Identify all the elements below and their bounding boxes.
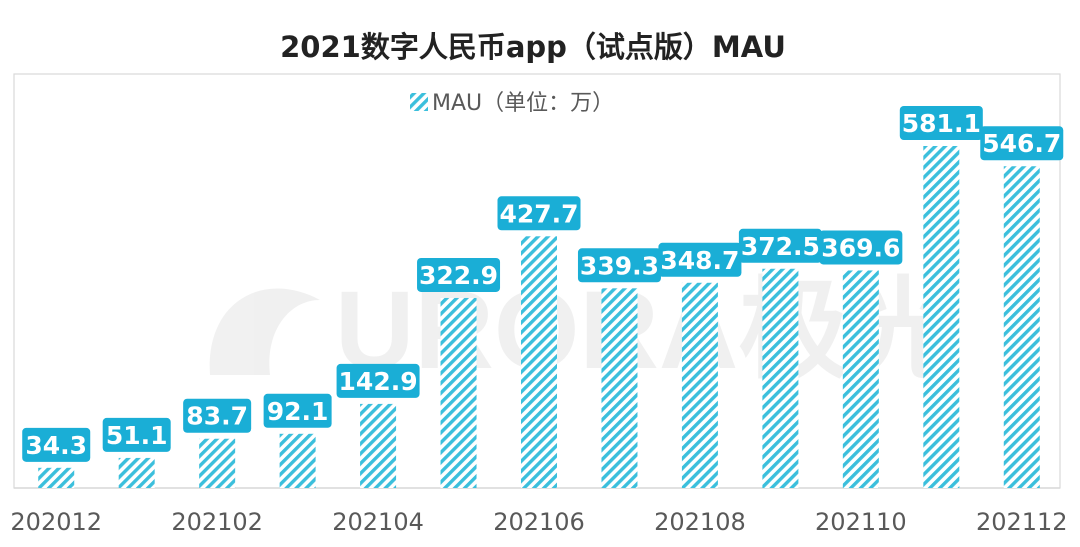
value-label-202112: 546.7 [980, 126, 1064, 161]
value-label-text: 546.7 [982, 129, 1061, 158]
bar-202107 [601, 288, 638, 488]
bars-group [38, 146, 1040, 489]
value-label-text: 339.3 [580, 251, 659, 280]
value-label-text: 322.9 [419, 261, 498, 290]
bar-202104 [360, 403, 397, 488]
value-label-text: 34.3 [25, 431, 87, 460]
x-tick-202112: 202112 [976, 508, 1068, 536]
value-label-202101: 51.1 [102, 417, 171, 452]
value-label-bg [102, 417, 171, 452]
x-tick-202106: 202106 [493, 508, 585, 536]
bar-202103 [279, 433, 316, 488]
bar-202111 [923, 146, 960, 488]
bar-202109 [762, 268, 799, 488]
value-label-bg [577, 248, 661, 283]
x-tick-202102: 202102 [171, 508, 263, 536]
bar-202105 [440, 297, 477, 488]
value-label-202108: 348.7 [658, 242, 742, 277]
value-label-202106: 427.7 [497, 196, 581, 231]
value-label-202104: 142.9 [336, 363, 420, 398]
value-label-202109: 372.5 [738, 228, 822, 263]
x-tick-labels-group: 202012 202102 202104 202106 202108 202110 2021… [10, 508, 1067, 536]
value-label-text: 83.7 [186, 402, 248, 431]
value-label-bg [658, 242, 742, 277]
x-tick-202012: 202012 [10, 508, 102, 536]
x-tick-202110: 202110 [815, 508, 907, 536]
value-label-bg [738, 228, 822, 263]
value-label-bg [263, 393, 332, 428]
legend-label: MAU（单位：万） [432, 91, 614, 116]
bar-202108 [681, 282, 718, 488]
value-label-202105: 322.9 [417, 257, 501, 292]
value-label-202107: 339.3 [577, 248, 661, 283]
x-tick-202104: 202104 [332, 508, 424, 536]
bar-202102 [199, 438, 236, 488]
bar-202101 [118, 457, 155, 488]
value-label-bg [819, 230, 903, 265]
bar-202012 [38, 467, 75, 488]
value-label-bg [980, 126, 1064, 161]
value-label-202111: 581.1 [899, 106, 983, 140]
value-label-text: 142.9 [339, 367, 418, 396]
value-label-bg [336, 363, 420, 398]
value-label-bg [417, 257, 501, 292]
value-label-202102: 83.7 [183, 398, 252, 433]
legend-swatch [410, 93, 428, 111]
value-label-text: 372.5 [741, 232, 820, 261]
value-label-202103: 92.1 [263, 393, 332, 428]
chart-title: 2021数字人民币app（试点版）MAU [280, 30, 786, 64]
value-label-202110: 369.6 [819, 230, 903, 265]
value-label-text: 427.7 [499, 199, 578, 228]
value-label-bg [22, 427, 91, 462]
x-tick-202108: 202108 [654, 508, 746, 536]
value-label-202012: 34.3 [22, 427, 91, 462]
bar-202112 [1003, 166, 1040, 489]
value-label-bg [183, 398, 252, 433]
value-label-text: 92.1 [267, 397, 329, 426]
bar-202110 [842, 270, 879, 488]
bar-202106 [521, 236, 557, 488]
value-label-text: 51.1 [106, 421, 168, 450]
value-label-bg [899, 106, 983, 140]
value-label-text: 348.7 [660, 246, 739, 275]
value-label-bg [497, 196, 581, 231]
legend: MAU（单位：万） [410, 91, 614, 116]
value-label-text: 581.1 [902, 109, 981, 138]
value-label-text: 369.6 [821, 233, 900, 262]
